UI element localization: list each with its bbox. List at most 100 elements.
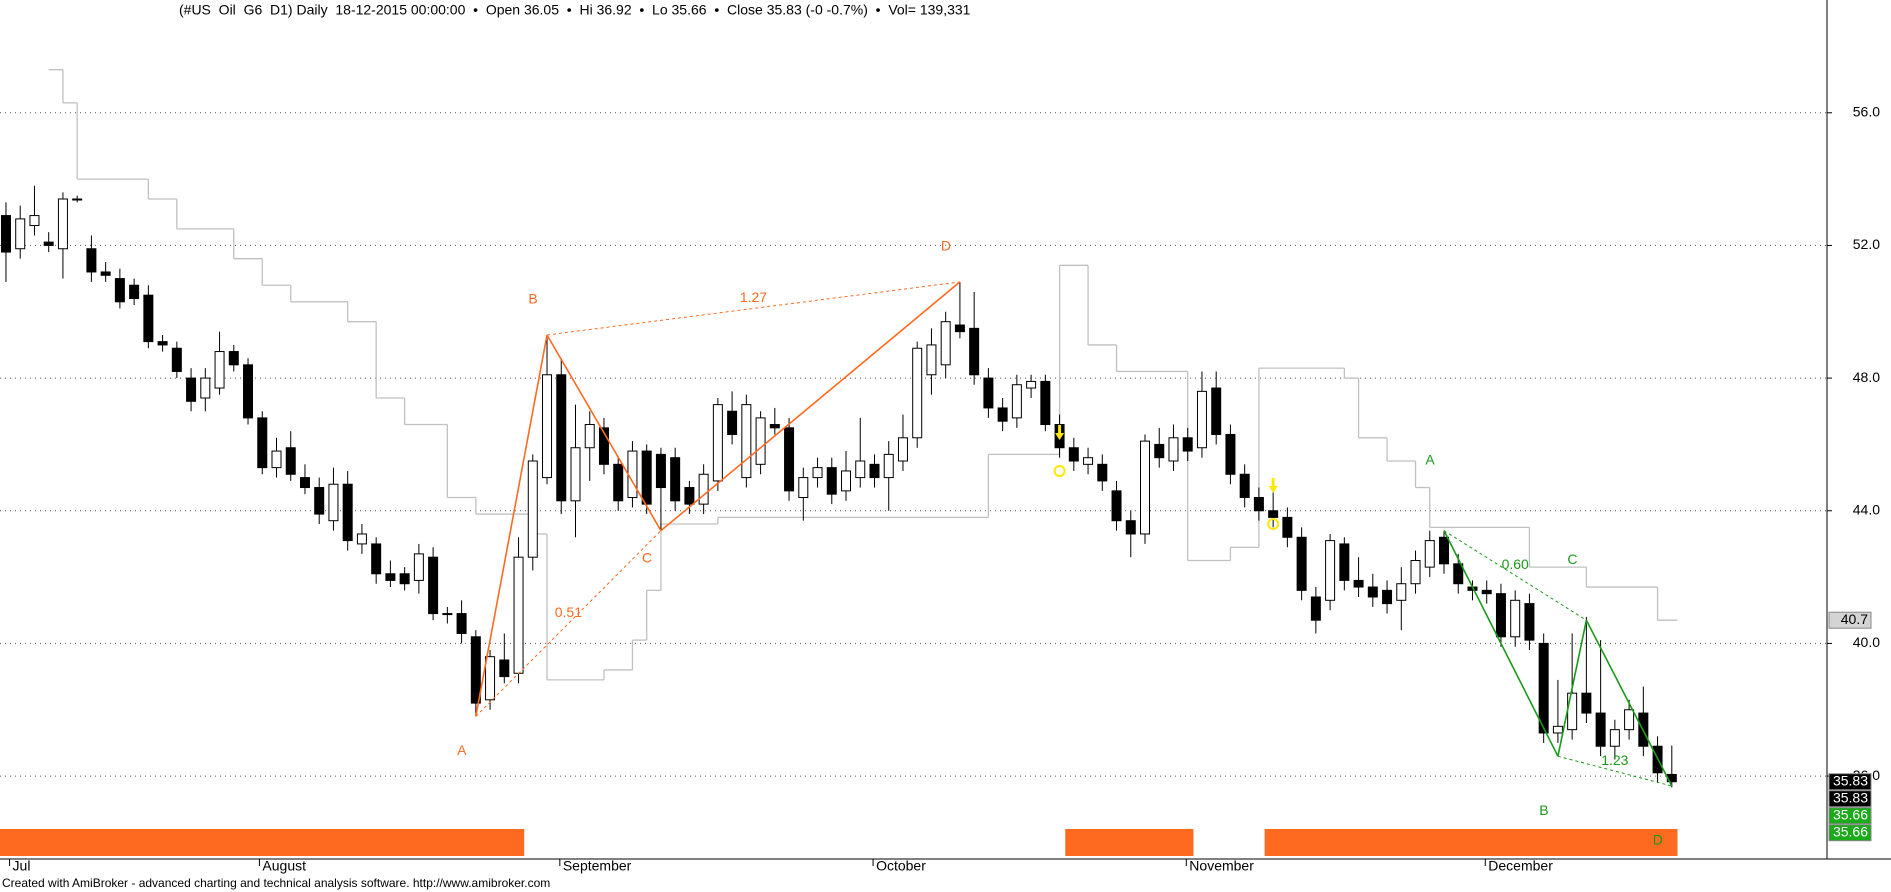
candle-body (769, 424, 780, 429)
candle-body (0, 215, 11, 253)
price-label: 35.66 (1833, 823, 1868, 839)
candle-body (1083, 457, 1094, 465)
candle-body (954, 324, 965, 333)
candle-body (1068, 447, 1079, 462)
candle-body (1268, 510, 1279, 518)
candle-body (1481, 589, 1492, 595)
candle-body (1567, 692, 1578, 731)
candle-body (1524, 603, 1535, 641)
candle-body (755, 417, 766, 465)
candle-body (1154, 443, 1165, 459)
candle-body (983, 377, 994, 409)
candle-body (727, 410, 738, 435)
candle-body (100, 271, 111, 276)
candle-body (670, 457, 681, 502)
pattern-point-label: D (1653, 832, 1663, 848)
candle-body (1595, 712, 1606, 747)
candle-body (1111, 490, 1122, 522)
pattern-ratio: 1.27 (740, 289, 767, 305)
pattern-leg (1443, 530, 1559, 757)
candle-body (1495, 593, 1506, 638)
candle-body (1510, 599, 1521, 638)
candle-body (997, 407, 1008, 422)
candle-body (271, 450, 282, 469)
candle-body (641, 450, 652, 505)
pattern-point-label: B (1539, 802, 1548, 818)
candle-body (371, 543, 382, 575)
candle-body (86, 248, 97, 273)
pattern-leg (1585, 619, 1673, 787)
candle-body (485, 656, 496, 701)
candle-body (826, 467, 837, 495)
candle-body (1339, 543, 1350, 581)
signal-arrow (1055, 424, 1065, 440)
candle-body (143, 294, 154, 343)
candle-body (228, 351, 239, 366)
candle-body (1325, 540, 1336, 601)
candle-body (186, 377, 197, 402)
signal-marker (1053, 464, 1066, 477)
candle-body (1225, 433, 1236, 475)
price-label: 40.7 (1841, 611, 1868, 627)
candle-body (1424, 540, 1435, 568)
candle-body (342, 483, 353, 542)
pattern-point-label: A (457, 742, 467, 758)
candle-body (200, 377, 211, 399)
candle-body (428, 556, 439, 615)
candle-body (741, 404, 752, 479)
candle-body (1168, 437, 1179, 462)
candle-body (1310, 596, 1321, 621)
candle-body (712, 404, 723, 482)
candle-body (869, 463, 880, 479)
x-tick-label: November (1189, 858, 1254, 874)
x-tick-label: September (563, 858, 632, 874)
candle-body (399, 573, 410, 585)
signal-marker (1267, 518, 1280, 531)
candle-body (456, 613, 467, 634)
candle-body (1538, 642, 1549, 734)
candle-body (1282, 516, 1293, 538)
candle-body (1624, 709, 1635, 731)
price-label: 35.83 (1833, 772, 1868, 788)
candle-body (698, 473, 709, 505)
y-tick-label: 40.0 (1853, 634, 1880, 650)
price-label: 35.83 (1833, 789, 1868, 805)
candle-body (1396, 583, 1407, 601)
candle-body (356, 533, 367, 545)
candle-body (855, 460, 866, 479)
chart-title: (#US Oil G6 D1) Daily 18-12-2015 00:00:0… (179, 2, 971, 18)
price-label-box (1828, 824, 1872, 842)
candle-body (413, 553, 424, 581)
candle-body (243, 364, 254, 419)
candle-body (114, 278, 125, 303)
pattern-point-label: C (1567, 551, 1577, 567)
candle-body (570, 447, 581, 502)
candle-body (1196, 390, 1207, 449)
signal-bar (1065, 829, 1194, 856)
candle-body (214, 351, 225, 389)
candle-body (1011, 384, 1022, 419)
candle-body (15, 218, 26, 250)
candle-body (627, 450, 638, 498)
candle-body (1410, 560, 1421, 585)
candle-body (1211, 387, 1222, 435)
candle-body (798, 477, 809, 498)
candle-body (29, 215, 40, 227)
price-label-box (1828, 807, 1872, 825)
candle-body (542, 374, 553, 479)
pattern-point-label: D (941, 238, 951, 254)
pattern-point-label: B (528, 291, 537, 307)
x-tick-label: Jul (13, 858, 31, 874)
pattern-point-label: C (642, 549, 652, 565)
candle-body (314, 487, 325, 515)
footer: Created with AmiBroker - advanced charti… (2, 876, 550, 890)
pattern-leg (475, 334, 548, 717)
candle-body (1040, 380, 1051, 426)
pattern-leg (660, 281, 961, 532)
candle-body (470, 636, 481, 704)
candle-body (1125, 520, 1136, 535)
price-label-box (1828, 611, 1872, 629)
y-tick-label: 48.0 (1853, 369, 1880, 385)
